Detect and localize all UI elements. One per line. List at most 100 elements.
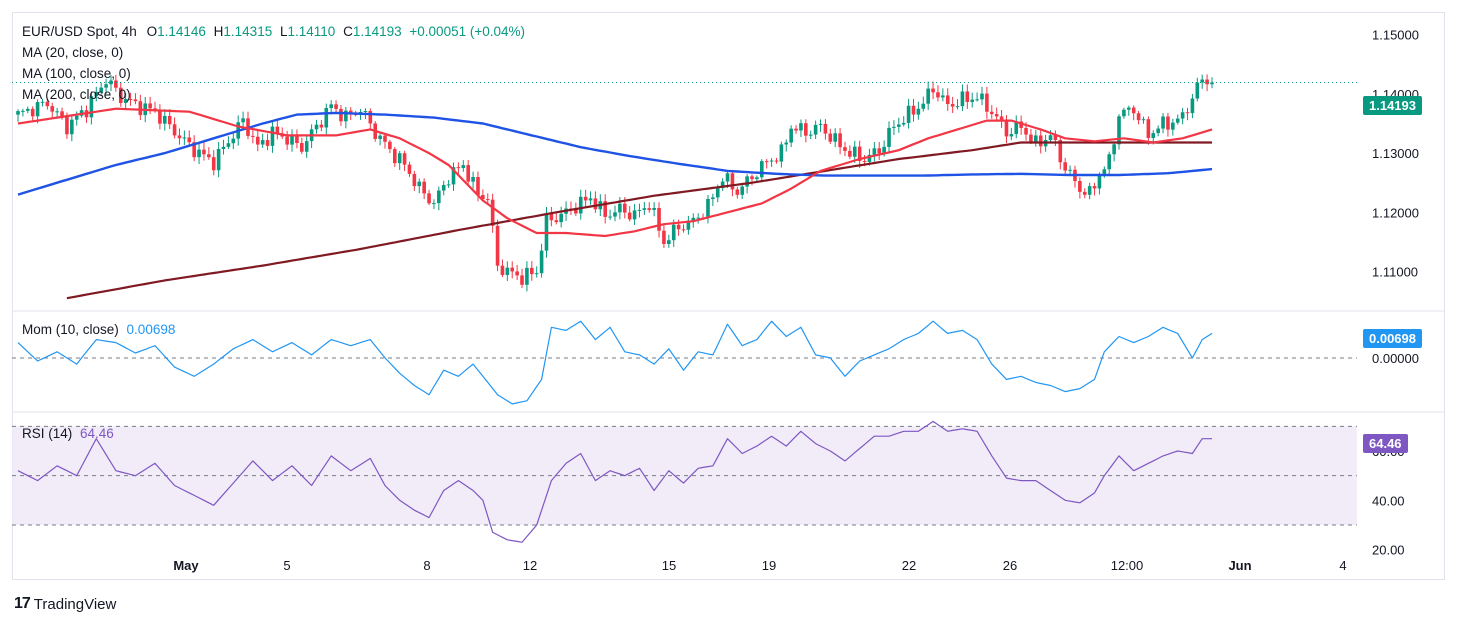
candle-body bbox=[622, 203, 627, 213]
candle-body bbox=[1151, 133, 1156, 138]
candle-body bbox=[588, 198, 593, 201]
candle-body bbox=[867, 154, 872, 162]
candle-body bbox=[627, 212, 632, 220]
candle-body bbox=[1126, 107, 1131, 110]
candle-body bbox=[887, 127, 891, 147]
candle-body bbox=[872, 148, 877, 155]
candle-body bbox=[921, 103, 926, 109]
high-key: H bbox=[213, 24, 224, 39]
symbol-label[interactable]: EUR/USD Spot, 4h bbox=[22, 24, 137, 39]
candle-body bbox=[275, 126, 280, 134]
candle-body bbox=[999, 116, 1004, 122]
candle-body bbox=[676, 224, 681, 230]
candle-body bbox=[838, 133, 842, 148]
candle-body bbox=[730, 173, 735, 190]
candle-body bbox=[686, 220, 691, 230]
candle-body bbox=[1004, 121, 1009, 137]
candle-body bbox=[109, 80, 113, 85]
candle-body bbox=[368, 111, 373, 124]
candle-body bbox=[720, 181, 725, 189]
mom-legend[interactable]: Mom (10, close) 0.00698 bbox=[22, 322, 175, 337]
candle-body bbox=[383, 135, 387, 142]
candle-body bbox=[35, 102, 40, 117]
candle-body bbox=[647, 208, 652, 210]
mom-value: 0.00698 bbox=[126, 322, 176, 337]
time-axis-label: 5 bbox=[283, 558, 290, 573]
candle-body bbox=[1190, 98, 1195, 114]
candle-body bbox=[1019, 121, 1023, 128]
ma200-line bbox=[66, 141, 1212, 300]
candle-body bbox=[481, 195, 485, 200]
candle-body bbox=[980, 93, 984, 100]
time-axis-label: Jun bbox=[1228, 558, 1251, 573]
candle-body bbox=[221, 146, 226, 150]
candle-body bbox=[711, 197, 715, 199]
candle-body bbox=[378, 135, 382, 139]
tradingview-brand[interactable]: 17 TradingView bbox=[14, 595, 116, 613]
price-axis-label: 1.11000 bbox=[1372, 265, 1418, 280]
candle-body bbox=[446, 184, 451, 186]
mom-line bbox=[17, 320, 1213, 405]
candle-body bbox=[456, 167, 461, 169]
change-value: +0.00051 (+0.04%) bbox=[409, 24, 525, 39]
candle-body bbox=[906, 105, 911, 123]
candle-body bbox=[774, 160, 779, 162]
candle-body bbox=[520, 275, 524, 285]
candle-body bbox=[295, 134, 299, 144]
brand-name: TradingView bbox=[33, 595, 117, 613]
candle-body bbox=[911, 105, 916, 115]
candle-body bbox=[769, 160, 774, 162]
ma20-legend[interactable]: MA (20, close, 0) bbox=[22, 45, 124, 60]
ma200-legend[interactable]: MA (200, close, 0) bbox=[22, 87, 131, 102]
ma100-legend[interactable]: MA (100, close, 0) bbox=[22, 66, 131, 81]
tradingview-logo-icon: 17 bbox=[14, 595, 31, 612]
candle-body bbox=[118, 87, 123, 103]
ma100-line bbox=[17, 111, 1213, 196]
candle-body bbox=[339, 108, 343, 122]
candle-body bbox=[799, 123, 803, 131]
candle-body bbox=[574, 209, 578, 214]
candle-body bbox=[681, 229, 686, 231]
candle-body bbox=[549, 213, 554, 221]
candle-body bbox=[823, 123, 828, 134]
candle-body bbox=[45, 101, 50, 107]
candle-body bbox=[471, 176, 475, 182]
candle-body bbox=[985, 93, 989, 112]
candle-body bbox=[950, 104, 955, 107]
candle-body bbox=[1068, 169, 1072, 171]
candle-body bbox=[89, 96, 94, 118]
candle-body bbox=[877, 148, 882, 154]
candle-body bbox=[510, 267, 515, 272]
candle-body bbox=[324, 108, 329, 128]
candle-body bbox=[1205, 79, 1209, 85]
candle-body bbox=[1156, 128, 1160, 134]
candle-body bbox=[70, 119, 74, 135]
candle-body bbox=[260, 140, 265, 145]
candle-body bbox=[451, 167, 456, 185]
candle-body bbox=[40, 101, 45, 103]
candle-body bbox=[593, 198, 598, 210]
candle-body bbox=[104, 84, 108, 88]
candle-body bbox=[344, 110, 348, 122]
candle-body bbox=[559, 213, 563, 223]
candle-body bbox=[427, 193, 431, 204]
price-axis-label: 1.13000 bbox=[1372, 146, 1419, 161]
candle-body bbox=[1141, 119, 1146, 121]
candle-body bbox=[285, 136, 289, 145]
time-axis-label: 12 bbox=[523, 558, 537, 573]
candle-body bbox=[270, 126, 275, 146]
candle-body bbox=[794, 128, 798, 131]
rsi-legend[interactable]: RSI (14) 64.46 bbox=[22, 426, 114, 441]
candle-body bbox=[16, 111, 20, 115]
candle-body bbox=[363, 111, 368, 113]
candle-body bbox=[1122, 109, 1126, 117]
candle-body bbox=[197, 149, 201, 158]
candle-body bbox=[857, 146, 862, 161]
rsi-value: 64.46 bbox=[80, 426, 114, 441]
candle-body bbox=[1097, 175, 1102, 189]
candle-body bbox=[1048, 135, 1053, 140]
candle-body bbox=[1029, 134, 1033, 142]
candle-body bbox=[637, 209, 642, 211]
candle-body bbox=[1034, 135, 1038, 142]
